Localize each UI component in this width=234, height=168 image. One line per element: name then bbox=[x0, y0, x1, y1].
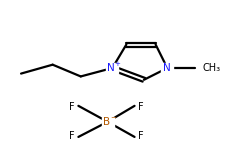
Bar bbox=[161, 63, 173, 73]
Text: F: F bbox=[69, 131, 75, 141]
Text: −: − bbox=[110, 115, 116, 121]
Bar bbox=[102, 117, 114, 127]
Text: N: N bbox=[106, 63, 114, 73]
Text: N: N bbox=[163, 63, 171, 73]
Bar bbox=[106, 63, 118, 73]
Text: B: B bbox=[103, 117, 110, 127]
Text: F: F bbox=[69, 102, 75, 112]
Text: F: F bbox=[138, 131, 144, 141]
Text: CH₃: CH₃ bbox=[202, 63, 220, 73]
Text: F: F bbox=[138, 102, 144, 112]
Text: +: + bbox=[114, 61, 121, 67]
